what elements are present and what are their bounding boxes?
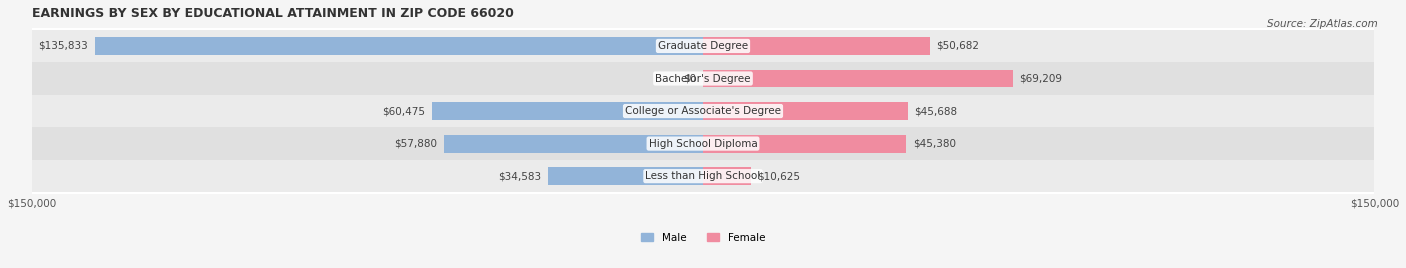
Text: College or Associate's Degree: College or Associate's Degree <box>626 106 780 116</box>
Text: Source: ZipAtlas.com: Source: ZipAtlas.com <box>1267 19 1378 29</box>
Text: $34,583: $34,583 <box>498 171 541 181</box>
Bar <box>703 37 929 55</box>
Bar <box>31 127 1375 160</box>
Bar <box>31 62 1375 95</box>
Text: $57,880: $57,880 <box>394 139 437 148</box>
Text: Graduate Degree: Graduate Degree <box>658 41 748 51</box>
Text: $135,833: $135,833 <box>38 41 89 51</box>
Bar <box>96 37 703 55</box>
Bar <box>31 30 1375 62</box>
Bar <box>703 167 751 185</box>
Bar <box>31 95 1375 127</box>
Text: $69,209: $69,209 <box>1019 73 1063 84</box>
Text: $50,682: $50,682 <box>936 41 980 51</box>
Bar <box>444 135 703 152</box>
Text: $10,625: $10,625 <box>758 171 800 181</box>
Bar <box>703 102 907 120</box>
Text: $45,380: $45,380 <box>912 139 956 148</box>
Bar <box>432 102 703 120</box>
Text: EARNINGS BY SEX BY EDUCATIONAL ATTAINMENT IN ZIP CODE 66020: EARNINGS BY SEX BY EDUCATIONAL ATTAINMEN… <box>31 7 513 20</box>
Text: $0: $0 <box>683 73 696 84</box>
Legend: Male, Female: Male, Female <box>637 229 769 247</box>
Bar <box>703 70 1012 87</box>
Bar <box>548 167 703 185</box>
Bar <box>31 160 1375 192</box>
Text: Less than High School: Less than High School <box>645 171 761 181</box>
Text: $60,475: $60,475 <box>382 106 426 116</box>
Text: High School Diploma: High School Diploma <box>648 139 758 148</box>
Bar <box>703 135 905 152</box>
Text: Bachelor's Degree: Bachelor's Degree <box>655 73 751 84</box>
Text: $45,688: $45,688 <box>914 106 957 116</box>
